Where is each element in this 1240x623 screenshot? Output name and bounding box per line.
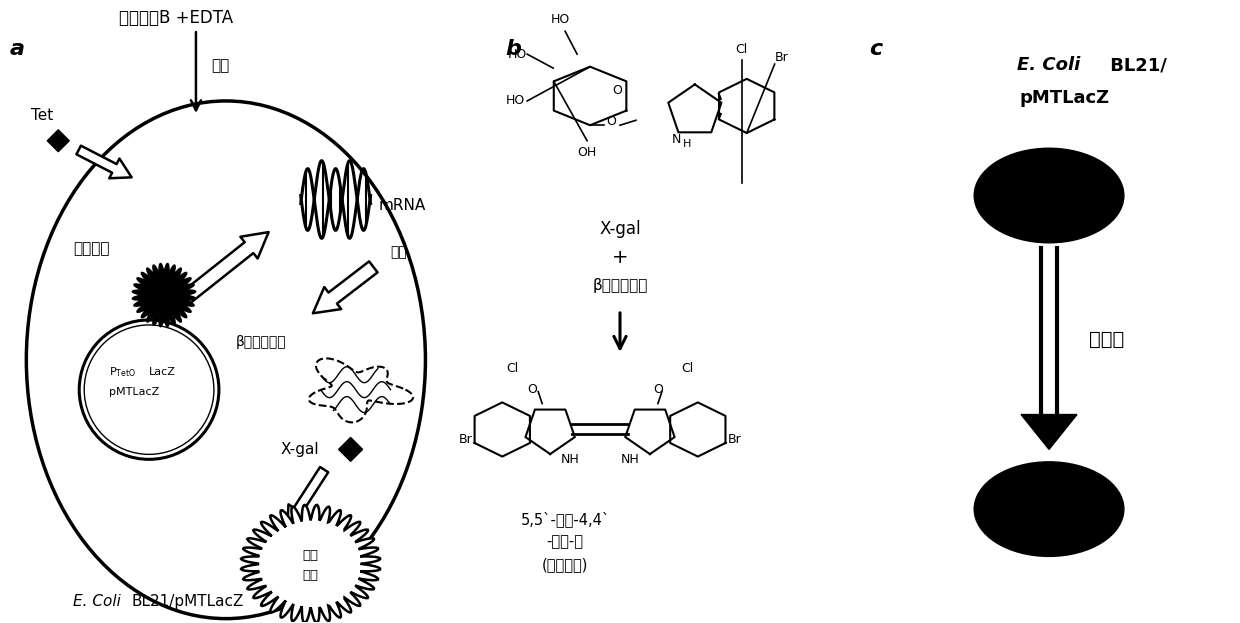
Text: NH: NH — [620, 453, 640, 466]
Text: 阻遏蛋白: 阻遏蛋白 — [73, 240, 109, 256]
Text: mRNA: mRNA — [378, 198, 425, 213]
Text: 蓝色: 蓝色 — [303, 549, 319, 563]
Text: Br: Br — [459, 433, 472, 446]
Text: $\mathrm{P_{TetO}}$: $\mathrm{P_{TetO}}$ — [109, 365, 136, 379]
Text: c: c — [869, 39, 883, 59]
Text: β半乳糖苷酶: β半乳糖苷酶 — [593, 278, 647, 293]
Text: Br: Br — [775, 51, 789, 64]
Text: Tet: Tet — [31, 108, 53, 123]
Text: Cl: Cl — [506, 362, 518, 374]
Text: X-gal: X-gal — [599, 221, 641, 239]
FancyArrowPatch shape — [77, 146, 131, 178]
Text: OH: OH — [578, 146, 596, 159]
Text: 5,5`-二溴-4,4`: 5,5`-二溴-4,4` — [521, 511, 610, 527]
Text: BL21/: BL21/ — [1104, 56, 1167, 74]
Text: a: a — [10, 39, 25, 59]
Text: HO: HO — [506, 95, 526, 107]
FancyArrowPatch shape — [181, 232, 269, 304]
Ellipse shape — [975, 462, 1123, 556]
Text: pMTLacZ: pMTLacZ — [1019, 89, 1109, 107]
Text: Br: Br — [728, 433, 742, 446]
Text: pMTLacZ: pMTLacZ — [109, 387, 160, 397]
Polygon shape — [47, 130, 69, 152]
Text: NH: NH — [560, 453, 579, 466]
Text: 四环素: 四环素 — [1089, 330, 1125, 350]
Text: 斑点: 斑点 — [303, 569, 319, 583]
Text: O: O — [606, 115, 616, 128]
Text: 敏化: 敏化 — [211, 59, 229, 74]
Text: Cl: Cl — [682, 362, 694, 374]
Text: -二氯-靛: -二氯-靛 — [547, 534, 584, 549]
Text: Cl: Cl — [735, 43, 748, 56]
Ellipse shape — [975, 148, 1123, 243]
Polygon shape — [241, 505, 381, 623]
Text: H: H — [683, 139, 691, 149]
Text: O: O — [613, 85, 622, 97]
Text: LacZ: LacZ — [149, 367, 176, 377]
Text: 多粘菌素B +EDTA: 多粘菌素B +EDTA — [119, 9, 233, 27]
Text: b: b — [505, 39, 521, 59]
Text: 转录: 转录 — [391, 245, 407, 259]
Text: N: N — [672, 133, 682, 146]
Text: BL21/pMTLacZ: BL21/pMTLacZ — [131, 594, 243, 609]
Polygon shape — [1021, 414, 1078, 449]
Text: (蓝色沉淀): (蓝色沉淀) — [542, 557, 588, 572]
Polygon shape — [133, 264, 196, 326]
Text: O: O — [527, 383, 537, 396]
Text: O: O — [653, 383, 663, 396]
Text: +: + — [611, 249, 629, 267]
Text: HO: HO — [551, 13, 569, 26]
Text: E. Coli: E. Coli — [73, 594, 122, 609]
FancyArrowPatch shape — [312, 262, 377, 313]
Text: E. Coli: E. Coli — [1017, 56, 1081, 74]
Text: HO: HO — [508, 47, 527, 60]
Polygon shape — [339, 437, 362, 461]
Text: β半乳糖苷酶: β半乳糖苷酶 — [236, 335, 286, 349]
FancyArrowPatch shape — [288, 467, 329, 526]
Text: X-gal: X-gal — [280, 442, 320, 457]
